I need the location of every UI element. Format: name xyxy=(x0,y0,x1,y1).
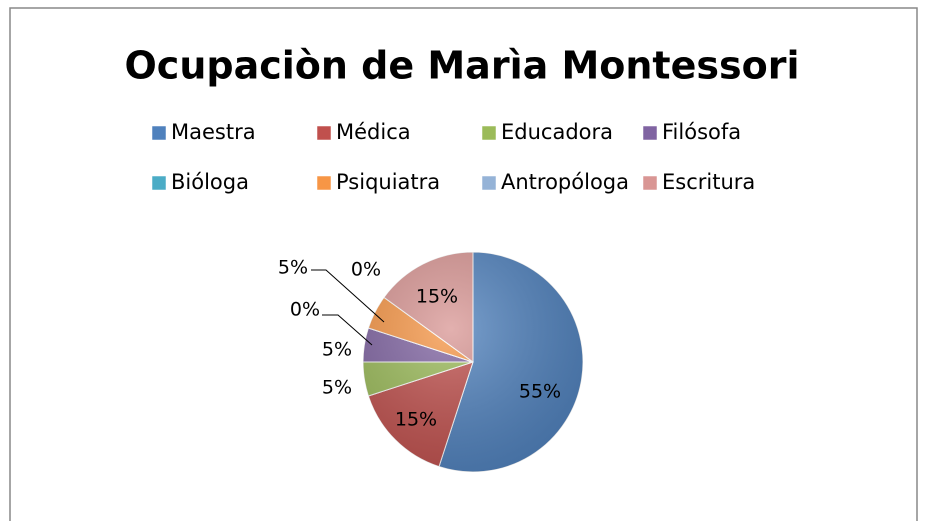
legend-label: Médica xyxy=(336,120,411,144)
leader-line xyxy=(322,314,373,346)
data-label: 0% xyxy=(290,299,320,321)
legend-swatch xyxy=(151,125,167,141)
data-label: 5% xyxy=(278,257,308,279)
legend-label: Maestra xyxy=(171,120,256,144)
data-label: 5% xyxy=(322,339,352,361)
data-label: 0% xyxy=(351,259,381,281)
legend-swatch xyxy=(642,175,658,191)
legend-label: Escritura xyxy=(662,170,755,194)
legend-label: Psiquiatra xyxy=(336,170,440,194)
legend-swatch xyxy=(481,125,497,141)
legend-swatch xyxy=(316,125,332,141)
data-label: 15% xyxy=(416,286,458,308)
legend-swatch xyxy=(481,175,497,191)
legend-label: Bióloga xyxy=(171,170,249,194)
chart-title: Ocupaciòn de Marìa Montessori xyxy=(125,44,800,88)
leader-line xyxy=(311,269,385,323)
legend-swatch xyxy=(642,125,658,141)
legend-label: Educadora xyxy=(501,120,613,144)
legend-swatch xyxy=(151,175,167,191)
legend-label: Filósofa xyxy=(662,120,741,144)
legend-label: Antropóloga xyxy=(501,170,629,194)
chart-frame xyxy=(9,7,918,521)
data-label: 55% xyxy=(519,381,561,403)
data-label: 15% xyxy=(395,409,437,431)
data-label: 5% xyxy=(322,377,352,399)
legend-swatch xyxy=(316,175,332,191)
